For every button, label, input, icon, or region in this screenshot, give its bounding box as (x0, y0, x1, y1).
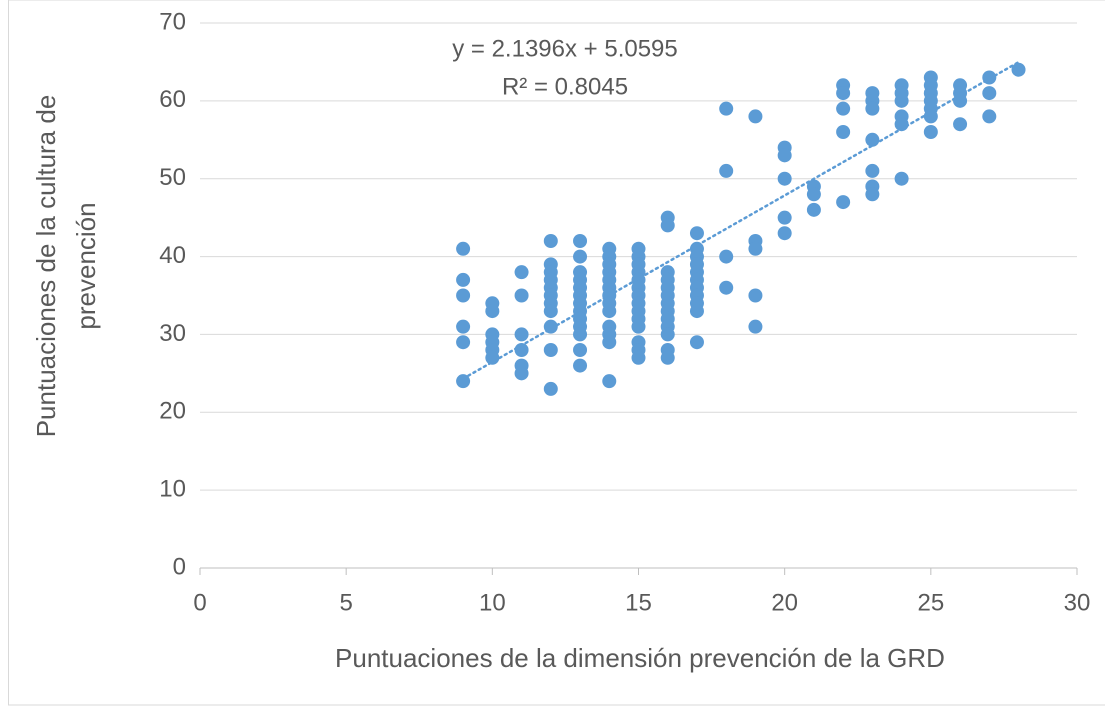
data-point (865, 164, 879, 178)
data-point (778, 172, 792, 186)
data-point (515, 265, 529, 279)
data-point (515, 366, 529, 380)
data-point (544, 382, 558, 396)
y-tick-label: 40 (159, 242, 186, 269)
data-point (573, 327, 587, 341)
data-point (719, 281, 733, 295)
data-point (690, 226, 704, 240)
data-point (836, 86, 850, 100)
y-tick-label: 70 (159, 8, 186, 35)
data-point (602, 304, 616, 318)
x-axis-title: Puntuaciones de la dimensión prevención … (335, 643, 945, 673)
x-tick-label: 0 (193, 589, 206, 616)
data-point (865, 102, 879, 116)
y-tick-label: 60 (159, 86, 186, 113)
data-point (456, 242, 470, 256)
data-point (748, 289, 762, 303)
data-point (982, 109, 996, 123)
data-point (924, 109, 938, 123)
data-point (573, 343, 587, 357)
trendline-r2: R² = 0.8045 (502, 73, 628, 100)
data-point (748, 320, 762, 334)
data-point (836, 102, 850, 116)
data-point (515, 343, 529, 357)
data-point (836, 125, 850, 139)
data-point (544, 234, 558, 248)
data-point (748, 242, 762, 256)
data-point (895, 117, 909, 131)
data-point (719, 102, 733, 116)
data-point (602, 335, 616, 349)
data-point (485, 351, 499, 365)
data-point (485, 304, 499, 318)
data-point (690, 335, 704, 349)
data-point (865, 133, 879, 147)
x-tick-label: 15 (625, 589, 652, 616)
data-point (895, 172, 909, 186)
data-point (661, 327, 675, 341)
data-point (719, 250, 733, 264)
data-point (456, 335, 470, 349)
x-tick-label: 25 (917, 589, 944, 616)
y-axis-title: prevención (71, 202, 101, 329)
data-point (573, 359, 587, 373)
data-point (748, 109, 762, 123)
data-point (456, 320, 470, 334)
data-point (719, 164, 733, 178)
x-tick-label: 30 (1064, 589, 1091, 616)
y-tick-label: 50 (159, 164, 186, 191)
data-point (836, 195, 850, 209)
data-point (982, 86, 996, 100)
x-tick-label: 20 (771, 589, 798, 616)
data-point (632, 320, 646, 334)
data-point (573, 234, 587, 248)
data-point (807, 187, 821, 201)
data-point (515, 327, 529, 341)
data-point (690, 304, 704, 318)
data-point (953, 117, 967, 131)
data-point (456, 273, 470, 287)
y-axis-title: Puntuaciones de la cultura de (31, 95, 61, 438)
y-tick-label: 30 (159, 320, 186, 347)
data-point (661, 218, 675, 232)
x-tick-label: 5 (339, 589, 352, 616)
data-point (632, 351, 646, 365)
data-point (661, 351, 675, 365)
data-point (865, 187, 879, 201)
data-point (778, 148, 792, 162)
data-point (895, 94, 909, 108)
data-point (573, 250, 587, 264)
data-point (924, 125, 938, 139)
y-tick-label: 20 (159, 398, 186, 425)
x-tick-label: 10 (479, 589, 506, 616)
data-point (778, 226, 792, 240)
trendline-equation: y = 2.1396x + 5.0595 (452, 35, 678, 62)
data-point (544, 304, 558, 318)
data-point (778, 211, 792, 225)
data-point (602, 374, 616, 388)
data-point (982, 71, 996, 85)
data-point (953, 94, 967, 108)
y-tick-label: 0 (173, 553, 186, 580)
data-point (515, 289, 529, 303)
data-point (807, 203, 821, 217)
data-point (456, 289, 470, 303)
data-point (544, 343, 558, 357)
y-tick-label: 10 (159, 475, 186, 502)
data-point (1012, 63, 1026, 77)
data-point (456, 374, 470, 388)
data-point (544, 320, 558, 334)
